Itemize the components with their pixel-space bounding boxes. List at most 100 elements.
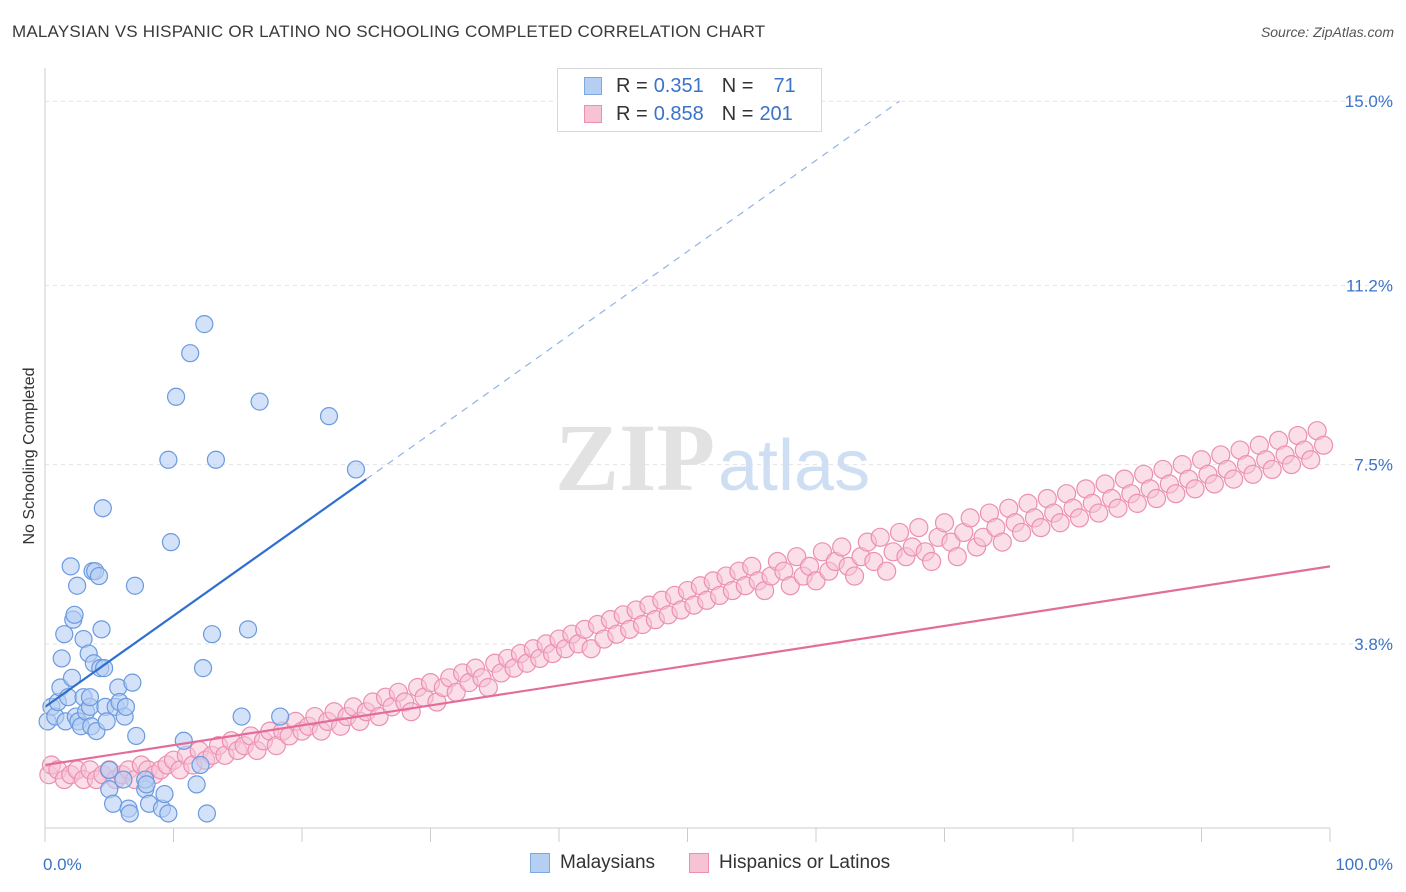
trend-line-hispanics [44, 565, 1331, 767]
legend-swatch-malaysians [584, 77, 602, 95]
data-point-hispanic [1031, 517, 1051, 538]
data-point-malaysian [159, 450, 178, 469]
data-point-malaysian [193, 659, 213, 678]
source-label: Source: ZipAtlas.com [1260, 24, 1394, 40]
data-point-malaysian [238, 620, 258, 639]
data-point-malaysian [92, 620, 111, 639]
data-point-hispanic [960, 508, 980, 528]
data-point-hispanic [877, 561, 897, 581]
x-tick-label: 100.0% [1335, 855, 1393, 874]
data-point-malaysian [187, 775, 206, 794]
data-point-malaysian [125, 576, 145, 595]
data-point-malaysian [271, 707, 290, 726]
data-point-hispanic [787, 547, 807, 567]
data-point-hispanic [870, 527, 890, 547]
n-label: N = [721, 74, 754, 97]
n-value-malaysians: 71 [773, 74, 796, 97]
data-point-malaysian [319, 407, 339, 426]
data-point-malaysian [181, 344, 200, 363]
data-point-malaysian [123, 673, 142, 692]
data-point-malaysian [100, 760, 119, 779]
data-point-malaysian [127, 726, 146, 746]
data-point-hispanic [934, 513, 955, 533]
y-tick-label: 3.8% [1354, 635, 1393, 654]
data-point-malaysian [137, 775, 156, 794]
data-point-malaysian [195, 315, 214, 334]
data-point-hispanic [992, 532, 1012, 552]
data-point-hispanic [401, 702, 421, 722]
legend-item-malaysians: Malaysians [530, 852, 655, 874]
data-point-hispanic [1262, 459, 1282, 480]
data-point-hispanic [1281, 455, 1302, 475]
data-point-malaysian [161, 533, 181, 552]
data-point-malaysian [232, 707, 251, 726]
data-point-hispanic [889, 522, 910, 543]
watermark-zip: ZIP [555, 404, 715, 511]
data-point-malaysian [166, 387, 186, 406]
legend-swatch-malaysians [530, 853, 550, 873]
series-malaysians [38, 315, 366, 823]
data-point-malaysian [114, 770, 133, 789]
legend-item-hispanics: Hispanics or Latinos [689, 852, 890, 874]
trend-lines [44, 100, 1331, 767]
data-point-hispanic [780, 576, 800, 596]
data-point-hispanic [973, 527, 993, 547]
data-point-malaysian [93, 499, 112, 518]
legend-row-hispanics: R = 0.858 N = 201 [584, 102, 793, 126]
data-point-malaysian [197, 804, 217, 823]
legend-swatch-hispanics [584, 105, 602, 123]
data-point-malaysian [174, 731, 193, 750]
data-point-hispanic [581, 639, 601, 659]
legend-label-malaysians: Malaysians [560, 852, 656, 873]
r-value-hispanics: 0.858 [653, 102, 704, 125]
data-point-hispanic [1313, 435, 1334, 455]
data-point-hispanic [1089, 503, 1109, 523]
legend-swatch-hispanics [689, 853, 710, 873]
data-point-malaysian [202, 625, 222, 644]
data-point-hispanic [1243, 464, 1263, 484]
data-point-malaysian [250, 392, 269, 411]
data-point-malaysian [206, 450, 226, 469]
data-point-malaysian [80, 688, 100, 707]
chart-title: MALAYSIAN VS HISPANIC OR LATINO NO SCHOO… [12, 22, 766, 41]
data-point-hispanic [1069, 508, 1090, 528]
data-point-malaysian [97, 712, 116, 731]
data-point-malaysian [61, 557, 80, 576]
series-legend: Malaysians Hispanics or Latinos [530, 852, 924, 874]
legend-label-hispanics: Hispanics or Latinos [719, 852, 891, 873]
data-point-malaysian [52, 649, 71, 668]
data-point-malaysian [104, 794, 123, 813]
data-point-malaysian [65, 605, 84, 624]
data-point-hispanic [909, 517, 929, 538]
data-point-hispanic [1224, 469, 1244, 489]
n-label: N = [721, 102, 754, 125]
data-point-hispanic [1185, 479, 1205, 499]
axes: 3.8% 7.5% 11.2% 15.0% 0.0% 100.0% [43, 68, 1393, 874]
data-point-malaysian [159, 804, 178, 823]
data-point-malaysian [89, 566, 109, 586]
correlation-legend: R = 0.351 N = 71 R = 0.858 N = 201 [557, 68, 822, 132]
data-point-hispanic [922, 551, 942, 572]
data-point-hispanic [864, 551, 884, 572]
watermark-atlas: atlas [718, 426, 870, 506]
trend-line-malaysians [44, 478, 367, 708]
n-value-hispanics: 201 [759, 102, 793, 125]
data-point-hispanic [1050, 513, 1070, 533]
data-point-hispanic [1146, 488, 1167, 509]
y-tick-label: 15.0% [1345, 92, 1393, 111]
r-label: R = [616, 102, 648, 125]
data-point-malaysian [62, 668, 82, 687]
data-point-hispanic [1166, 484, 1186, 504]
data-point-malaysian [95, 659, 114, 678]
r-label: R = [616, 74, 648, 97]
data-point-malaysian [346, 460, 366, 479]
data-point-hispanic [947, 547, 967, 567]
data-point-hispanic [1108, 498, 1128, 518]
data-point-malaysian [116, 697, 136, 716]
data-point-hispanic [832, 537, 852, 557]
data-point-hispanic [1204, 474, 1224, 494]
data-point-hispanic [1127, 493, 1147, 513]
data-point-malaysian [68, 576, 87, 595]
data-point-hispanic [812, 542, 833, 562]
